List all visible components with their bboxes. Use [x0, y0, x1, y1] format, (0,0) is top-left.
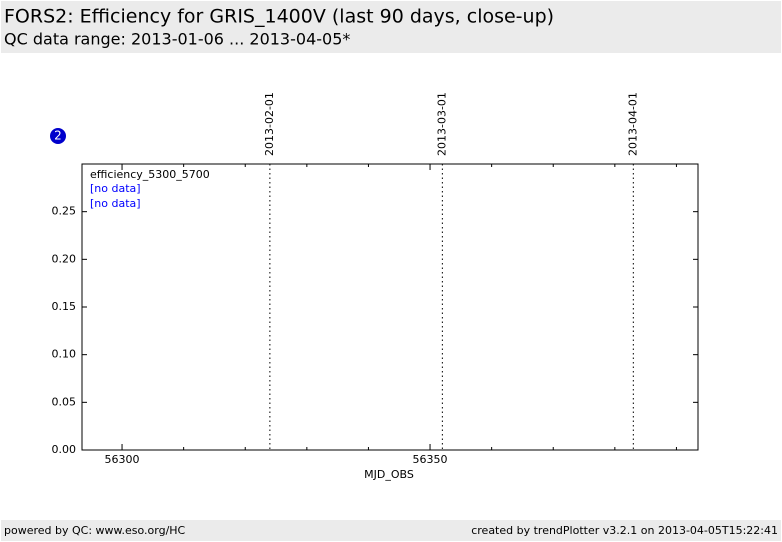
y-tick-label: 0.15	[52, 300, 77, 313]
page-subtitle: QC data range: 2013-01-06 ... 2013-04-05…	[4, 30, 350, 49]
no-data-note: [no data]	[90, 182, 141, 195]
date-marker-label: 2013-03-01	[435, 92, 448, 156]
footer-left: powered by QC: www.eso.org/HC	[4, 524, 186, 537]
y-tick-label: 0.00	[52, 443, 77, 456]
panel-number: 2	[54, 129, 62, 143]
footer-bar	[1, 520, 781, 541]
footer-right: created by trendPlotter v3.2.1 on 2013-0…	[471, 524, 778, 537]
y-tick-label: 0.25	[52, 205, 77, 218]
date-marker-label: 2013-02-01	[263, 92, 276, 156]
x-axis-label: MJD_OBS	[364, 468, 414, 481]
y-tick-label: 0.10	[52, 348, 77, 361]
x-tick-label: 56300	[105, 453, 140, 466]
y-tick-label: 0.20	[52, 252, 77, 265]
no-data-note: [no data]	[90, 197, 141, 210]
page-title: FORS2: Efficiency for GRIS_1400V (last 9…	[4, 6, 554, 28]
legend-title: efficiency_5300_5700	[90, 168, 210, 181]
header-bar	[1, 1, 781, 53]
plot-frame	[81, 163, 699, 451]
y-tick-label: 0.05	[52, 395, 77, 408]
x-tick-label: 56350	[413, 453, 448, 466]
panel-badge	[50, 128, 66, 144]
date-marker-label: 2013-04-01	[626, 92, 639, 156]
